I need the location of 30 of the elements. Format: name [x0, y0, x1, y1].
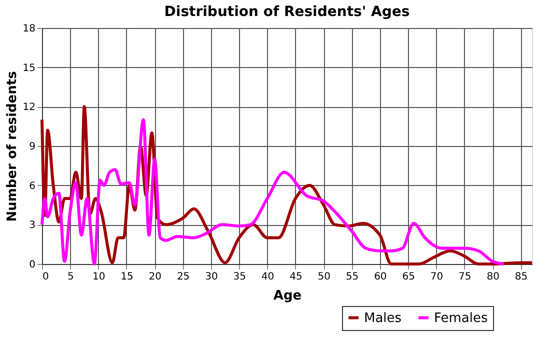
x-tick-label: 50	[318, 272, 330, 282]
x-tick-label: 75	[458, 272, 472, 282]
x-tick-label: 80	[486, 272, 500, 282]
x-tick-label: 10	[92, 272, 106, 282]
x-tick-label: 85	[514, 272, 528, 282]
y-tick-label: 18	[22, 24, 36, 34]
x-tick-label: 30	[205, 272, 218, 282]
y-tick-label: 0	[29, 260, 36, 270]
x-tick-label: 40	[261, 272, 274, 282]
y-tick-label: 15	[22, 62, 36, 74]
x-tick-label: 20	[148, 272, 162, 282]
y-axis-title: Number of residents	[4, 70, 20, 222]
x-tick-label: 65	[402, 272, 415, 282]
x-tick-label: 15	[120, 272, 134, 282]
x-tick-label: 45	[290, 272, 302, 282]
x-tick-label: 5	[67, 272, 74, 282]
chart-title: Distribution of Residents' Ages	[164, 4, 410, 20]
x-tick-label: 35	[233, 272, 246, 282]
x-tick-label: 0	[42, 272, 49, 282]
y-tick-label: 6	[29, 180, 36, 192]
legend-label: Males	[364, 310, 402, 326]
x-tick-label: 60	[374, 272, 387, 282]
x-tick-label: 55	[346, 272, 359, 282]
x-axis-title: Age	[273, 288, 302, 304]
y-tick-label: 3	[29, 220, 36, 232]
x-tick-label: 70	[430, 272, 444, 282]
x-tick-label: 25	[176, 272, 190, 282]
y-tick-label: 9	[29, 142, 36, 152]
legend-label: Females	[434, 310, 488, 326]
y-tick-label: 12	[22, 102, 36, 114]
